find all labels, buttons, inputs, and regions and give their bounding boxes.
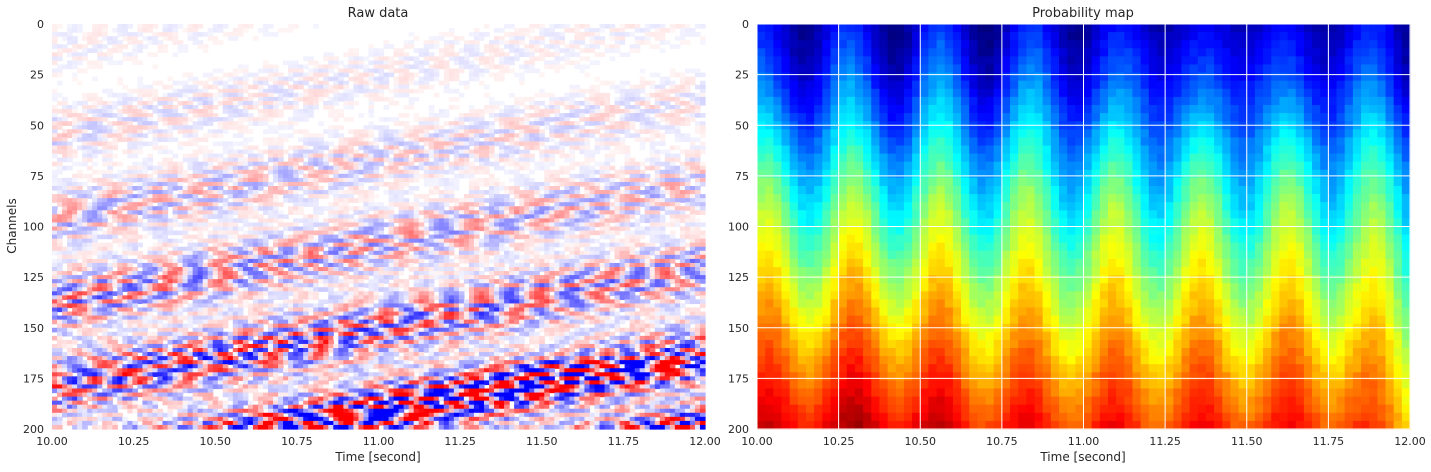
raw-data-x-axis-label: Time [second]	[334, 450, 420, 464]
x-tick-label: 10.25	[823, 435, 855, 448]
y-tick-label: 100	[23, 221, 44, 234]
raw-data-y-ticks: 0 25 50 75 100 125 150 175 200	[23, 18, 44, 436]
x-tick-label: 12.00	[1394, 435, 1426, 448]
y-tick-label: 0	[742, 18, 749, 31]
y-tick-label: 125	[23, 271, 44, 284]
probability-map-panel: Probability map 10.00 10.25 10.50 10.75 11.0…	[728, 6, 1426, 464]
y-tick-label: 200	[23, 423, 44, 436]
probability-map-grid	[756, 23, 1411, 430]
x-tick-label: 11.75	[608, 435, 640, 448]
x-tick-label: 11.25	[1149, 435, 1181, 448]
x-tick-label: 10.50	[905, 435, 937, 448]
raw-data-y-axis-label: Channels	[5, 198, 19, 254]
y-tick-label: 200	[728, 423, 749, 436]
y-tick-label: 125	[728, 271, 749, 284]
probability-map-heatmap	[757, 24, 1411, 430]
y-tick-label: 0	[37, 18, 44, 31]
y-tick-label: 50	[30, 119, 44, 132]
x-tick-label: 10.75	[281, 435, 313, 448]
y-tick-label: 100	[728, 221, 749, 234]
x-tick-label: 11.00	[363, 435, 395, 448]
y-tick-label: 25	[30, 69, 44, 82]
x-tick-label: 11.50	[1231, 435, 1263, 448]
x-tick-label: 10.00	[741, 435, 773, 448]
y-tick-label: 75	[30, 170, 44, 183]
y-tick-label: 50	[735, 119, 749, 132]
y-tick-label: 150	[23, 322, 44, 335]
raw-data-title: Raw data	[348, 6, 409, 21]
y-tick-label: 150	[728, 322, 749, 335]
probability-map-y-ticks: 0 25 50 75 100 125 150 175 200	[728, 18, 749, 436]
probability-map-title: Probability map	[1032, 6, 1134, 21]
y-tick-label: 75	[735, 170, 749, 183]
x-tick-label: 10.25	[118, 435, 150, 448]
probability-map-x-ticks: 10.00 10.25 10.50 10.75 11.00 11.25 11.50 11.75…	[741, 435, 1426, 448]
raw-data-x-ticks: 10.00 10.25 10.50 10.75 11.00 11.25 11.50 11.75…	[36, 435, 721, 448]
raw-data-heatmap	[52, 24, 706, 430]
x-tick-label: 10.75	[986, 435, 1018, 448]
x-tick-label: 11.00	[1068, 435, 1100, 448]
x-tick-label: 12.00	[689, 435, 721, 448]
probability-map-x-axis-label: Time [second]	[1039, 450, 1125, 464]
y-tick-label: 25	[735, 69, 749, 82]
y-tick-label: 175	[23, 372, 44, 385]
y-tick-label: 175	[728, 372, 749, 385]
x-tick-label: 10.00	[36, 435, 68, 448]
x-tick-label: 10.50	[200, 435, 232, 448]
x-tick-label: 11.25	[444, 435, 476, 448]
raw-data-panel: Raw data 10.00 10.25 10.50 10.75 11.00 11.25 1…	[5, 6, 721, 464]
x-tick-label: 11.75	[1313, 435, 1345, 448]
x-tick-label: 11.50	[526, 435, 558, 448]
